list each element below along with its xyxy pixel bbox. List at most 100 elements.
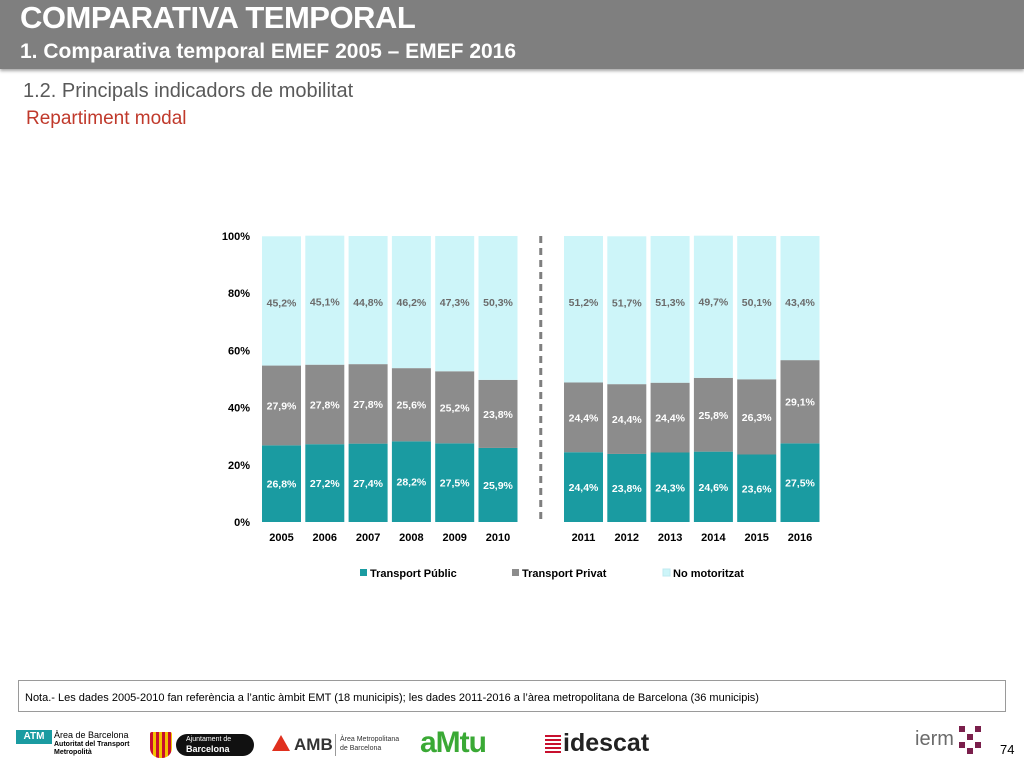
bar-segment <box>478 236 518 380</box>
bar-segment <box>780 443 820 522</box>
atm-mark: ATM <box>16 730 52 744</box>
bar-segment <box>262 365 301 446</box>
data-label: 50,3% <box>483 297 513 309</box>
legend-swatch <box>360 569 367 576</box>
data-label: 44,8% <box>353 297 383 309</box>
data-label: 49,7% <box>699 297 729 309</box>
bar-segment <box>305 444 345 522</box>
idescat-grid-icon <box>545 733 561 753</box>
data-label: 27,5% <box>440 478 470 490</box>
atm-text-1: Àrea de Barcelona <box>54 730 129 740</box>
bar-segment <box>305 364 345 445</box>
bar-segment <box>478 447 518 522</box>
data-label: 23,8% <box>612 483 642 495</box>
x-tick-label: 2016 <box>788 532 812 544</box>
data-label: 25,6% <box>397 400 427 412</box>
bar-segment <box>650 382 690 453</box>
ajuntament-text-1: Ajuntament de <box>186 736 232 743</box>
iermb-mark: ierm <box>915 728 954 750</box>
bar-segment <box>693 235 733 378</box>
data-label: 51,7% <box>612 297 642 309</box>
ajuntament-badge: Ajuntament de Barcelona <box>176 734 254 756</box>
x-tick-label: 2010 <box>486 532 510 544</box>
data-label: 24,6% <box>699 482 729 494</box>
bar-segment <box>693 451 733 522</box>
header-bar: COMPARATIVA TEMPORAL 1. Comparativa temp… <box>0 0 1024 69</box>
x-tick-label: 2009 <box>442 532 466 544</box>
x-tick-label: 2015 <box>744 532 768 544</box>
bar-segment <box>435 443 475 522</box>
bar-segment <box>391 441 431 522</box>
amb-text-2: de Barcelona <box>340 745 382 752</box>
modal-split-chart: 0% 20% 40% 60% 80% 100% 26,8% 27,9% 45,2% 2005 27,… <box>222 231 820 580</box>
data-label: 26,3% <box>742 412 772 424</box>
amb-text-1: Àrea Metropolitana <box>340 736 400 743</box>
legend-label: No motoritzat <box>673 568 744 580</box>
bar-segment <box>348 443 388 522</box>
data-label: 24,4% <box>569 482 599 494</box>
y-tick-label: 20% <box>228 460 250 472</box>
bar-segment <box>564 382 603 453</box>
data-label: 51,2% <box>569 297 599 309</box>
x-tick-label: 2014 <box>701 532 726 544</box>
bar-segment <box>391 368 431 442</box>
amb-arrow-icon <box>272 735 290 751</box>
data-label: 24,3% <box>655 482 685 494</box>
data-label: 27,2% <box>310 478 340 490</box>
data-label: 46,2% <box>397 297 427 309</box>
bar-segment <box>564 452 603 522</box>
bar-segment <box>348 236 388 365</box>
bar-segment <box>262 236 301 366</box>
bar-segment <box>435 236 475 372</box>
atm-logo: ATM Àrea de Barcelona Autoritat del Tran… <box>16 726 130 762</box>
data-label: 29,1% <box>785 397 815 409</box>
x-tick-label: 2012 <box>615 532 639 544</box>
legend-label: Transport Públic <box>370 568 457 580</box>
iermb-logo: ierm <box>915 726 985 762</box>
bar-segment <box>737 236 777 380</box>
page-subtitle: 1. Comparativa temporal EMEF 2005 – EMEF… <box>20 40 517 63</box>
data-label: 45,2% <box>267 297 297 309</box>
data-label: 24,4% <box>569 412 599 424</box>
bar-segment <box>737 454 777 522</box>
data-label: 23,8% <box>483 409 513 421</box>
data-label: 27,9% <box>267 400 297 412</box>
x-tick-label: 2013 <box>658 532 682 544</box>
amb-mark: AMB <box>294 735 333 754</box>
data-label: 26,8% <box>267 479 297 491</box>
data-label: 51,3% <box>655 297 685 309</box>
x-tick-label: 2007 <box>356 532 380 544</box>
atm-text-2: Autoritat del Transport <box>54 741 130 748</box>
legend-swatch <box>512 569 519 576</box>
data-label: 25,9% <box>483 480 513 492</box>
bar-segment <box>391 236 431 369</box>
x-tick-label: 2005 <box>269 532 293 544</box>
iermb-pixel-icon <box>959 726 981 754</box>
bar-segment <box>305 235 345 365</box>
idescat-mark: idescat <box>563 729 650 757</box>
bar-segment <box>650 452 690 522</box>
data-label: 24,4% <box>612 414 642 426</box>
bar-segment <box>737 379 777 455</box>
idescat-logo: idescat <box>545 726 655 762</box>
amb-divider <box>335 734 336 756</box>
ajuntament-shield-icon <box>150 732 172 758</box>
x-tick-label: 2008 <box>399 532 423 544</box>
bar-segment <box>478 379 518 448</box>
section-heading: 1.2. Principals indicadors de mobilitat <box>23 80 354 102</box>
data-label: 28,2% <box>397 477 427 489</box>
section-subheading: Repartiment modal <box>26 108 187 129</box>
bar-segment <box>564 236 603 383</box>
amtu-mark: aMtu <box>420 726 487 759</box>
y-tick-label: 40% <box>228 403 250 415</box>
data-label: 45,1% <box>310 297 340 309</box>
y-tick-label: 60% <box>228 345 250 357</box>
data-label: 50,1% <box>742 297 772 309</box>
legend-swatch <box>662 568 671 577</box>
bar-segment <box>435 371 475 444</box>
data-label: 23,6% <box>742 483 772 495</box>
bar-segment <box>348 364 388 444</box>
bar-segment <box>607 453 647 522</box>
data-label: 24,4% <box>655 413 685 425</box>
page-number: 74 <box>1000 742 1015 757</box>
